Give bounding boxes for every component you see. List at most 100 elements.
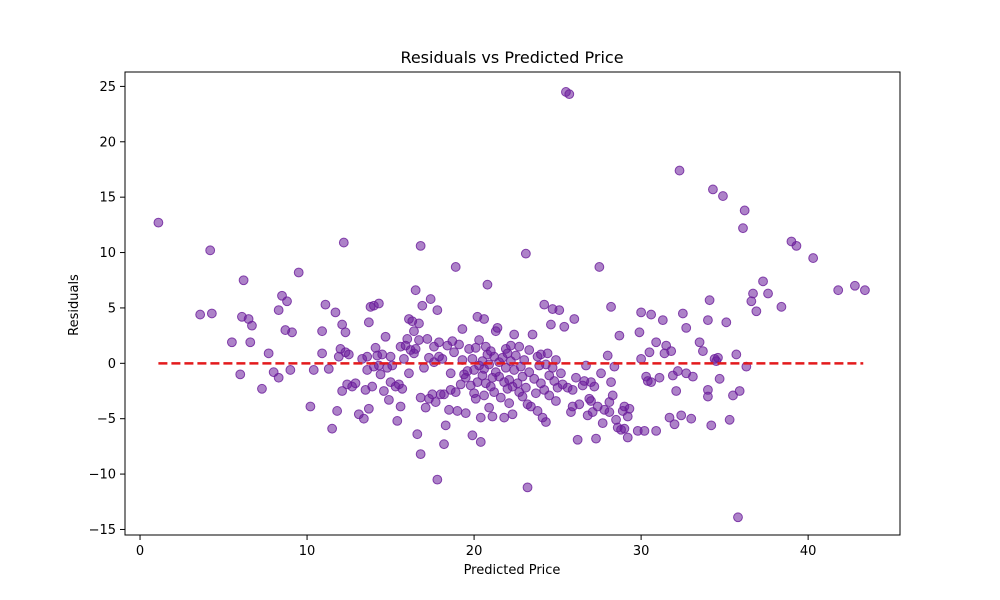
data-point [437, 353, 448, 364]
data-point [467, 430, 478, 441]
data-point [714, 373, 725, 384]
data-point [706, 420, 717, 431]
data-point [273, 305, 284, 316]
data-point [614, 330, 625, 341]
data-point [417, 300, 428, 311]
data-point [415, 449, 426, 460]
data-point [363, 317, 374, 328]
data-point [546, 319, 556, 330]
data-point [479, 314, 490, 324]
data-point [457, 324, 468, 334]
data-point [604, 407, 615, 417]
data-point [385, 351, 396, 362]
axes-frame [124, 71, 901, 536]
data-point [507, 409, 518, 420]
data-point [505, 340, 516, 351]
data-point [475, 437, 486, 447]
data-point [589, 381, 600, 392]
data-point [332, 406, 343, 416]
data-point [440, 420, 451, 431]
data-point [677, 308, 688, 319]
y-tick-label: 25 [99, 80, 116, 95]
data-point [671, 386, 682, 396]
data-point [509, 329, 520, 340]
data-point [751, 306, 762, 317]
data-point [350, 378, 361, 389]
data-point [273, 372, 284, 383]
data-point [367, 381, 378, 392]
data-point [654, 372, 665, 383]
data-point [686, 413, 697, 424]
data-point [607, 390, 618, 401]
data-point [734, 386, 745, 396]
data-point [287, 327, 297, 338]
data-point [522, 482, 533, 493]
data-point [808, 253, 819, 263]
data-point [402, 334, 413, 344]
data-point [698, 346, 708, 357]
data-point [410, 285, 421, 296]
data-point [414, 335, 424, 345]
data-point [305, 401, 316, 412]
data-point [195, 309, 206, 320]
data-point [731, 349, 742, 360]
data-point [206, 308, 217, 319]
chart-title: Residuals vs Predicted Price [400, 48, 623, 67]
data-point [713, 352, 723, 363]
data-point [672, 366, 683, 376]
data-point [646, 377, 657, 388]
data-point [432, 305, 443, 316]
y-tick-label: −15 [89, 523, 116, 538]
data-point [395, 401, 406, 412]
y-tick-label: 0 [108, 357, 116, 372]
data-point [432, 474, 443, 485]
data-point [455, 379, 466, 390]
data-point [636, 307, 647, 318]
data-point [739, 205, 750, 216]
data-point [308, 365, 319, 375]
y-tick-label: −5 [97, 412, 116, 427]
data-point [850, 280, 860, 291]
data-point [330, 307, 341, 318]
data-point [449, 347, 459, 358]
data-point [375, 369, 386, 380]
data-point [624, 403, 635, 414]
data-point [415, 241, 426, 251]
data-point [728, 390, 738, 401]
data-point [263, 348, 274, 359]
data-point [363, 403, 374, 414]
data-point [235, 369, 246, 380]
data-point [669, 419, 680, 430]
y-tick-label: −10 [89, 468, 116, 483]
data-point [664, 412, 675, 423]
data-point [450, 262, 461, 272]
data-point [718, 191, 728, 201]
data-point [460, 408, 471, 419]
x-tick-label: 0 [136, 544, 144, 559]
data-point [833, 285, 844, 296]
data-point [257, 383, 267, 394]
data-point [439, 439, 449, 450]
data-point [495, 392, 506, 403]
data-point [619, 423, 630, 434]
data-point [639, 425, 650, 436]
x-ticks: 0 10 20 30 40 [136, 535, 816, 559]
data-point [434, 337, 444, 348]
data-point [724, 414, 735, 425]
data-point [415, 392, 426, 403]
data-point [564, 89, 575, 100]
data-point [596, 368, 606, 379]
data-point [499, 412, 510, 423]
data-point [343, 349, 354, 360]
data-point [397, 383, 408, 394]
data-point [410, 344, 421, 354]
data-point [475, 412, 486, 423]
data-point [520, 382, 531, 393]
data-point [704, 295, 715, 306]
data-point [467, 353, 478, 364]
data-point [409, 326, 419, 337]
data-point [542, 348, 553, 359]
data-point [530, 388, 541, 399]
data-point [320, 299, 331, 310]
